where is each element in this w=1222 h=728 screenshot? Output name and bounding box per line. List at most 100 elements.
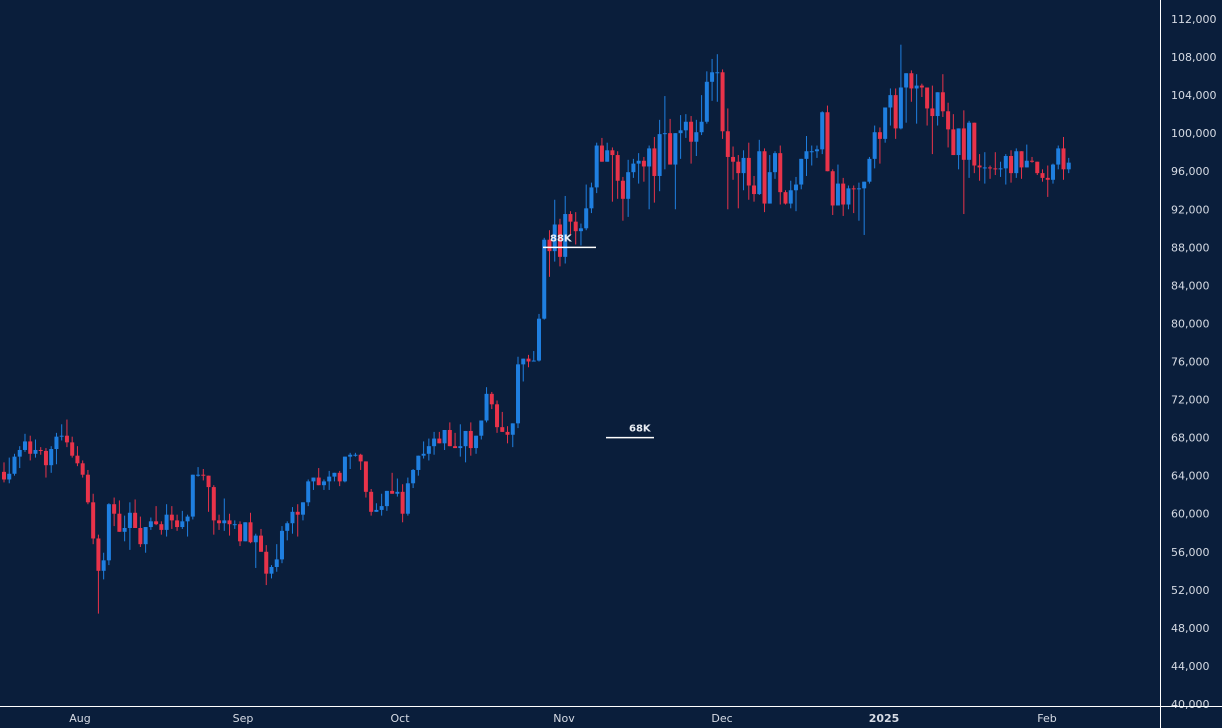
candle <box>232 520 237 529</box>
candle <box>421 441 426 459</box>
candle-series <box>2 44 1071 614</box>
candle <box>122 515 127 542</box>
candle <box>526 354 531 368</box>
candle <box>641 156 646 182</box>
candle <box>573 212 578 245</box>
candle <box>542 237 547 320</box>
candle <box>867 156 872 184</box>
candle <box>143 527 148 553</box>
candle <box>17 446 22 469</box>
candle <box>432 431 437 455</box>
candle <box>295 504 300 537</box>
candle <box>956 128 961 170</box>
candle <box>206 475 211 512</box>
candle <box>264 545 269 586</box>
candle <box>1051 163 1055 184</box>
candle <box>185 514 190 537</box>
candle <box>217 514 222 530</box>
candle <box>725 108 730 210</box>
candle <box>599 137 604 162</box>
candle <box>631 158 636 178</box>
candle <box>164 504 169 537</box>
candle <box>159 521 164 535</box>
candle <box>835 164 840 206</box>
candle <box>43 448 48 478</box>
candle <box>1019 151 1024 179</box>
candle <box>453 432 458 449</box>
candle <box>673 133 678 210</box>
candle <box>620 176 625 221</box>
candle <box>201 469 206 481</box>
candle <box>426 438 431 461</box>
candle <box>689 116 694 164</box>
candle <box>531 351 536 362</box>
price-tick-label: 68,000 <box>1171 432 1210 445</box>
candle <box>80 460 85 478</box>
candle <box>1035 161 1040 176</box>
candle <box>238 521 243 547</box>
candle <box>946 102 951 148</box>
candle <box>610 147 615 202</box>
candle <box>127 502 132 550</box>
candle <box>112 497 117 527</box>
price-tick-label: 76,000 <box>1171 356 1210 369</box>
price-tick-label: 52,000 <box>1171 584 1210 597</box>
price-tick-label: 104,000 <box>1171 89 1217 102</box>
candle <box>285 521 290 541</box>
candle <box>279 526 284 564</box>
time-tick-label: Sep <box>233 712 254 725</box>
price-tick-label: 112,000 <box>1171 13 1217 26</box>
time-tick-label: 2025 <box>869 712 900 725</box>
price-axis[interactable]: 112,000 108,000 104,000 100,000 96,000 92,000… <box>1160 0 1217 728</box>
candle <box>327 470 332 490</box>
candle <box>180 510 185 529</box>
candle <box>967 120 972 178</box>
candle <box>54 432 59 465</box>
candle <box>358 453 363 470</box>
candle <box>898 44 903 130</box>
candle <box>699 95 704 136</box>
price-tick-label: 56,000 <box>1171 546 1210 559</box>
candle <box>7 457 12 484</box>
candle <box>106 503 111 566</box>
candle <box>883 107 888 143</box>
price-axis-labels: 112,000 108,000 104,000 100,000 96,000 92,000… <box>1171 13 1217 711</box>
candle <box>998 161 1003 177</box>
candle <box>269 565 274 579</box>
candle <box>447 422 452 447</box>
candle <box>904 73 909 123</box>
candle <box>374 503 379 512</box>
candle <box>363 461 368 498</box>
candle <box>557 218 562 267</box>
candle <box>568 211 573 235</box>
candle <box>253 533 258 568</box>
candle <box>411 469 416 489</box>
candle <box>988 165 993 179</box>
candle <box>510 423 515 448</box>
candle <box>133 499 138 528</box>
candle <box>96 534 101 614</box>
time-axis[interactable]: Aug Sep Oct Nov Dec 2025 Feb <box>0 706 1222 726</box>
candle <box>626 159 631 217</box>
candle <box>248 512 253 544</box>
candle <box>930 85 935 155</box>
candle <box>154 506 159 526</box>
candle <box>138 516 143 548</box>
price-tick-label: 88,000 <box>1171 241 1210 254</box>
candle <box>495 400 500 433</box>
candle <box>2 462 6 483</box>
price-tick-label: 60,000 <box>1171 508 1210 521</box>
candle <box>683 114 688 138</box>
time-tick-label: Aug <box>69 712 90 725</box>
candle <box>993 152 998 176</box>
candle <box>1009 150 1014 183</box>
candle <box>28 435 33 461</box>
candle <box>893 88 898 139</box>
candle <box>400 484 405 523</box>
candle <box>820 111 825 155</box>
candle <box>211 485 216 535</box>
candle <box>605 142 610 162</box>
candle <box>190 474 195 520</box>
